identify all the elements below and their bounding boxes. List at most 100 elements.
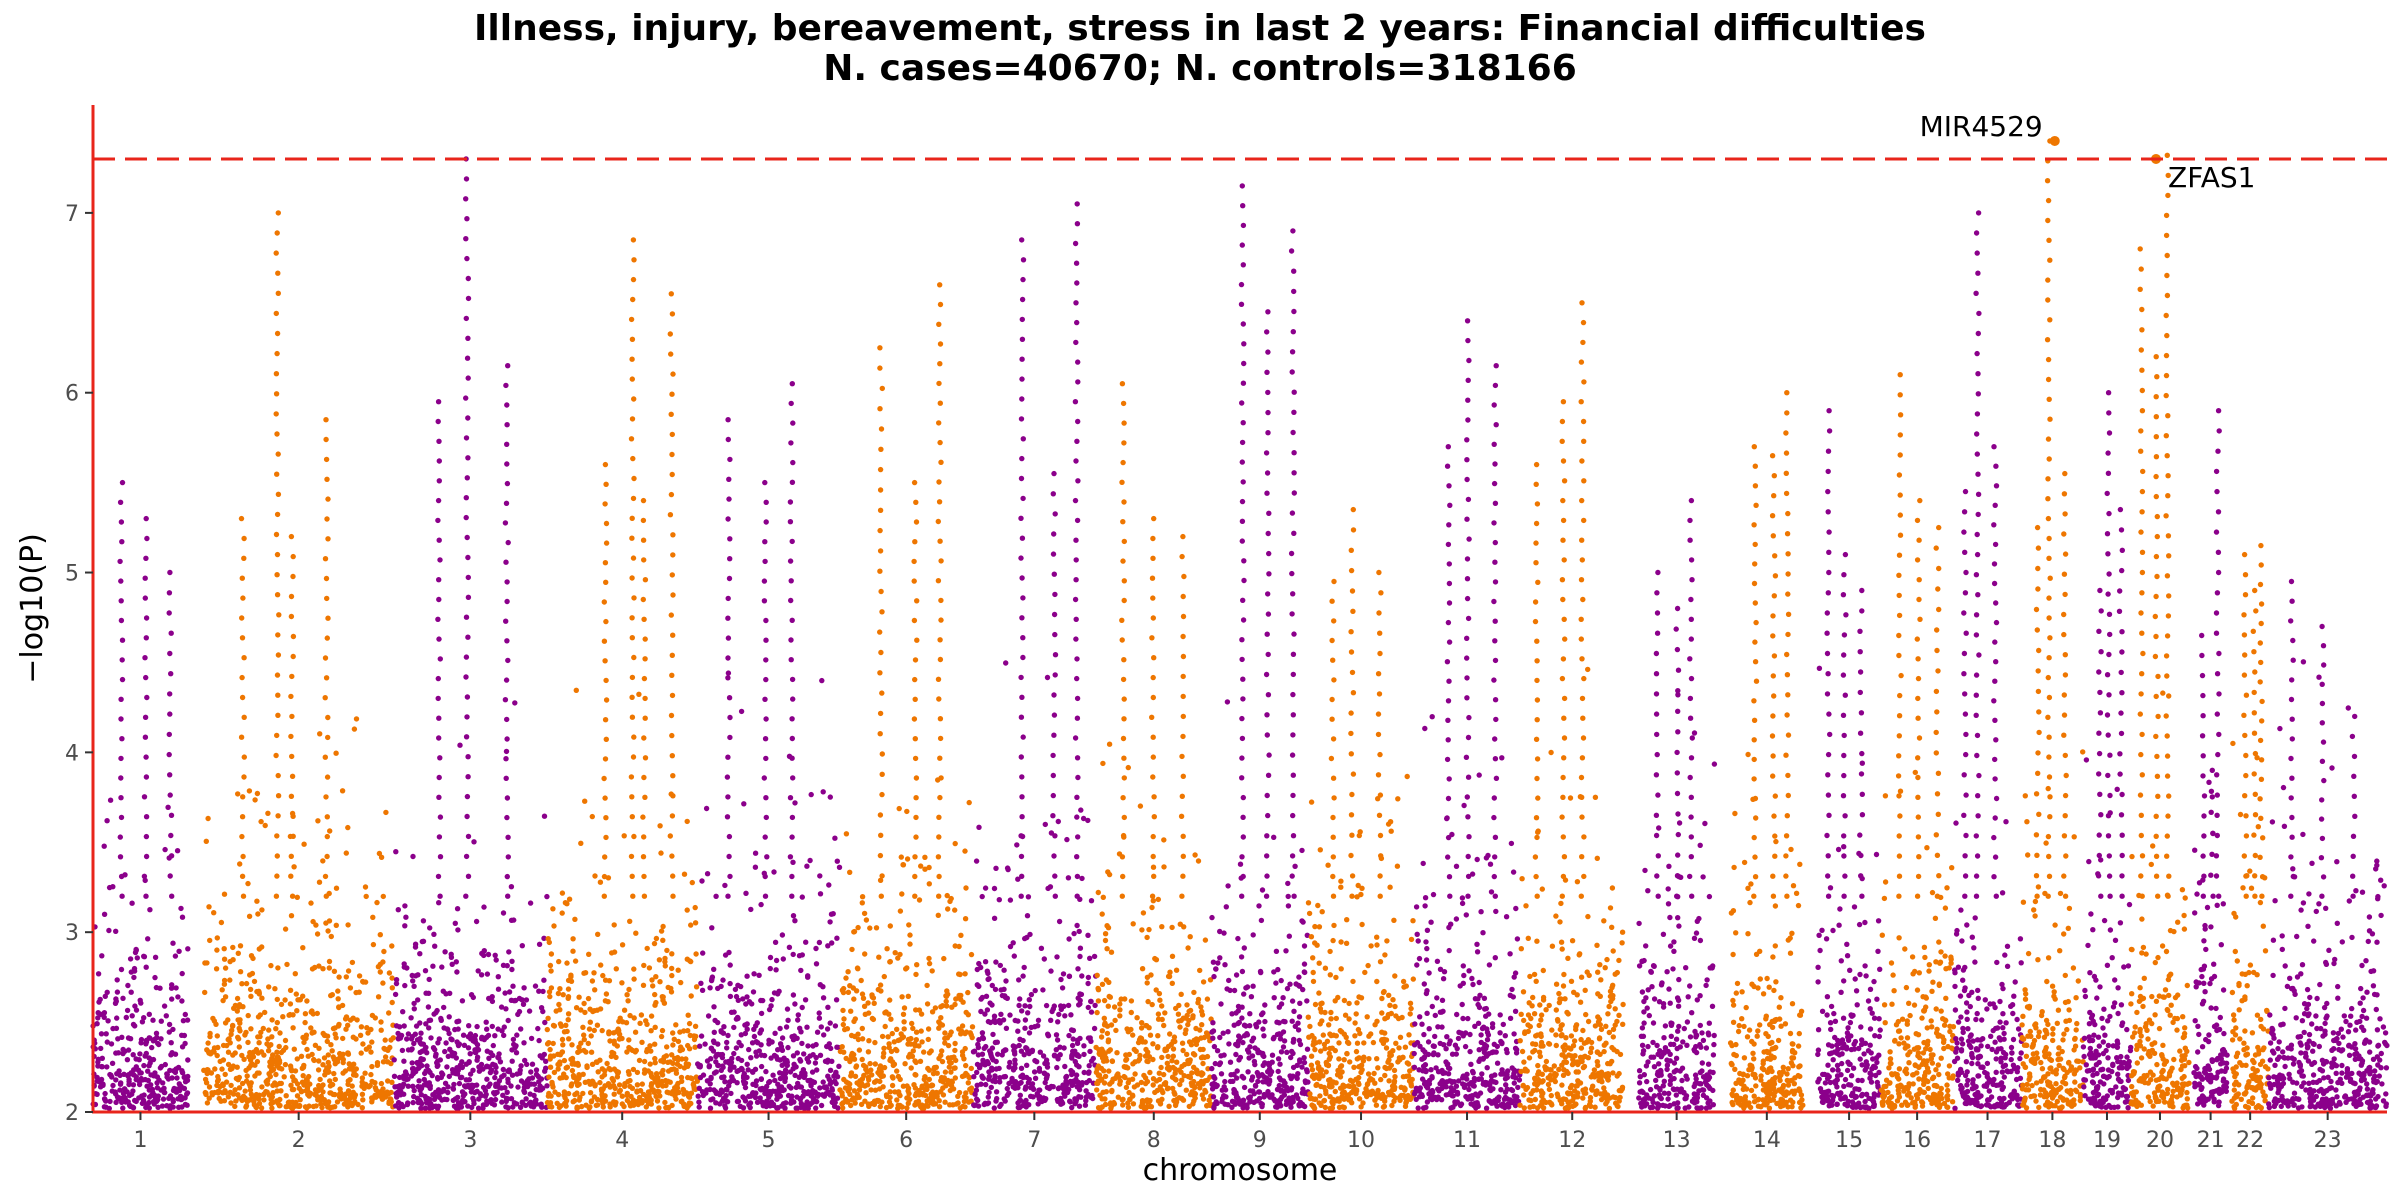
peak-point [640,596,646,603]
data-point [349,1083,355,1089]
data-point [1287,981,1293,987]
data-point [246,913,253,919]
data-point [994,1095,1000,1102]
data-point [233,1098,239,1104]
data-point [1012,1017,1018,1024]
data-point [294,894,300,900]
peak-point [628,316,635,323]
data-point [694,1078,700,1084]
peak-point [118,795,124,801]
data-point [990,1057,996,1063]
data-point [523,1096,529,1102]
peak-point [1020,595,1026,601]
data-point [1144,1097,1150,1103]
data-point [681,1101,687,1107]
peak-point [324,476,330,482]
data-point [820,984,826,990]
data-point [817,873,823,879]
data-point [450,1085,456,1092]
data-point [353,1036,359,1042]
data-point [586,1026,593,1032]
data-point [611,1091,617,1097]
data-point [484,1098,490,1104]
data-point [779,1071,786,1077]
peak-point [877,852,884,859]
data-point [1302,1078,1309,1084]
data-point [671,1036,677,1043]
data-point [134,955,140,961]
peak-point [877,548,884,554]
data-point [775,1047,781,1053]
data-point [260,1025,266,1032]
data-point [572,1097,578,1104]
data-point [432,1094,438,1100]
data-point [1280,1018,1287,1025]
data-point [1125,764,1132,771]
data-point [546,1074,552,1080]
peak-point [167,772,173,778]
data-point [987,1050,994,1056]
peak-point [878,649,884,656]
peak-point [463,734,470,740]
data-point [1003,660,1009,666]
peak-point [727,714,733,721]
peak-point [763,795,769,801]
peak-point [1019,455,1025,462]
data-point [827,1067,834,1074]
data-point [804,1024,810,1030]
data-point [1031,1069,1038,1075]
data-point [721,1074,727,1080]
data-point [668,989,675,995]
data-point [570,936,576,942]
peak-point [322,754,328,760]
data-point [236,1044,242,1050]
data-point [244,1073,250,1079]
data-point [609,1049,615,1056]
data-point [1114,1072,1120,1079]
data-point [1058,1006,1065,1013]
data-point [673,1067,679,1073]
data-point [952,907,958,913]
data-point [936,1098,942,1104]
peak-point [878,588,884,595]
peak-point [1074,438,1080,444]
peak-point [912,736,918,742]
data-point [513,1043,519,1049]
data-point [801,1051,807,1057]
data-point [899,1104,905,1110]
data-point [390,1035,396,1041]
data-point [734,1014,741,1021]
data-point [998,1011,1004,1017]
data-point [1244,1032,1251,1038]
data-point [1164,1065,1171,1072]
data-point [792,800,798,806]
peak-point [275,270,281,276]
peak-point [790,420,796,426]
data-point [1040,987,1046,993]
data-point [167,1067,173,1074]
peak-point [670,793,676,799]
data-point [705,1013,712,1019]
data-point [405,1083,411,1089]
data-point [614,1074,621,1080]
data-point [411,983,417,989]
data-point [341,1094,348,1100]
data-point [1094,1066,1100,1072]
data-point [1273,948,1280,954]
peak-point [762,558,768,565]
data-point [956,992,962,999]
data-point [1117,1007,1123,1013]
data-point [548,951,555,957]
data-point [177,1087,183,1094]
data-point [731,1050,737,1057]
data-point [877,1078,883,1085]
data-point [544,1083,550,1089]
data-point [938,1004,944,1010]
data-point [623,1020,630,1026]
data-point [247,1083,253,1089]
peak-point [435,418,441,425]
peak-point [324,774,331,780]
data-point [401,1091,407,1097]
data-point [627,918,633,924]
data-point [359,1083,365,1089]
